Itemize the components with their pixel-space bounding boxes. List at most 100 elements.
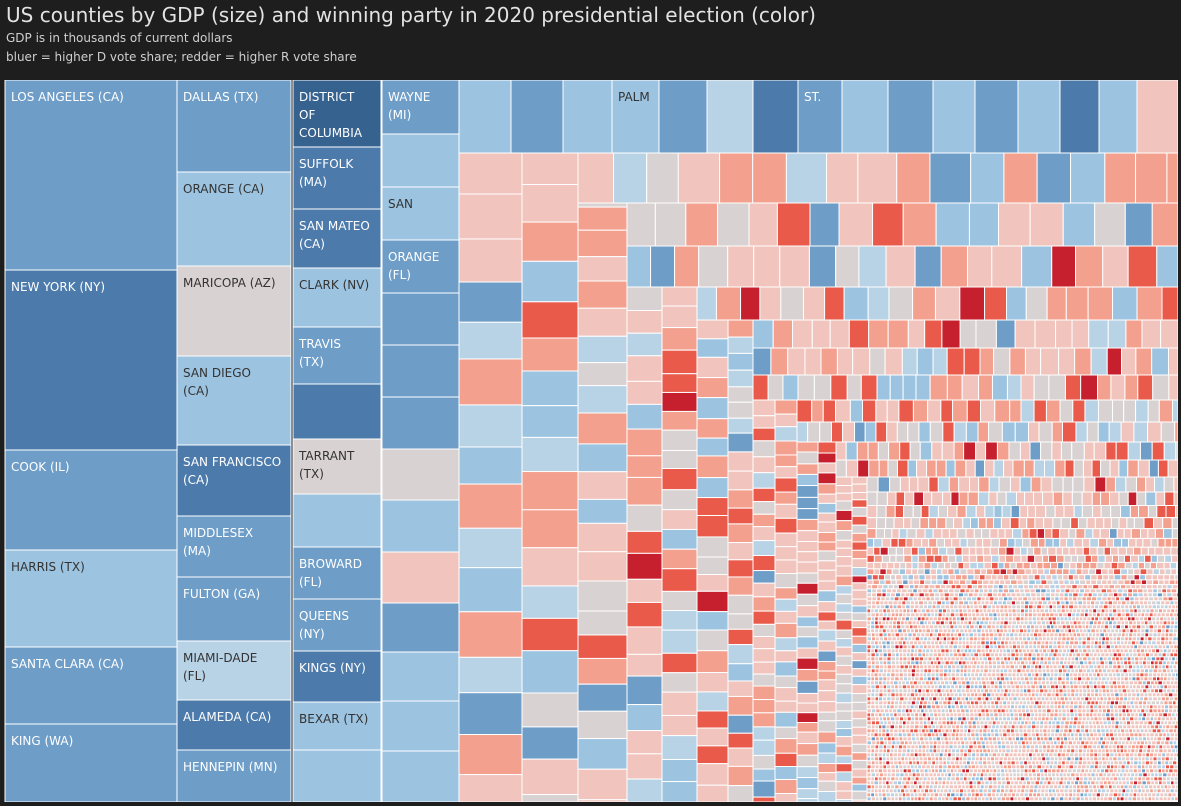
county-cell <box>941 554 949 563</box>
county-cell <box>920 632 926 638</box>
county-cell <box>577 610 628 636</box>
county-cell <box>866 696 872 702</box>
county-cell <box>1049 584 1056 590</box>
county-cell <box>895 772 901 778</box>
county-cell <box>1164 491 1175 506</box>
county-cell <box>992 628 997 634</box>
county-cell <box>1050 708 1056 714</box>
county-cell <box>881 672 887 678</box>
county-cell <box>1065 708 1071 714</box>
county-cell <box>1019 676 1025 682</box>
county-cell <box>967 720 973 726</box>
county-cell <box>1042 628 1048 634</box>
county-cell <box>988 421 1003 443</box>
county-cell <box>1127 660 1132 666</box>
county-cell <box>774 517 798 534</box>
county-cell <box>972 592 979 598</box>
county-cell <box>1077 604 1083 610</box>
county-cell <box>1112 672 1117 678</box>
county-cell <box>1014 724 1020 730</box>
county-cell <box>1139 728 1145 734</box>
county-cell <box>626 355 663 382</box>
county-cell <box>1135 620 1142 626</box>
county-cell <box>752 596 776 612</box>
county-cell <box>1057 732 1064 738</box>
county-cell <box>1077 554 1086 563</box>
county-cell <box>1064 608 1070 614</box>
county-cell <box>953 568 961 576</box>
county-cell <box>950 628 956 634</box>
county-cell <box>1053 700 1059 706</box>
county-cell <box>968 636 975 642</box>
county-cell <box>1098 688 1103 694</box>
county-cell <box>1022 732 1029 738</box>
county-cell <box>1051 660 1056 666</box>
county-cell <box>1028 752 1033 758</box>
county-cell <box>829 319 850 349</box>
county-cell <box>796 551 819 563</box>
county-cell <box>982 748 988 754</box>
county-cell <box>1054 584 1061 590</box>
county-cell <box>915 632 922 638</box>
county-cell <box>1078 756 1084 762</box>
county-cell <box>1010 692 1016 698</box>
county-cell <box>1095 720 1100 726</box>
county-cell <box>866 728 872 734</box>
county-cell <box>1050 592 1056 598</box>
county-cell <box>1093 676 1099 682</box>
county-cell <box>1000 664 1007 670</box>
county-cell <box>907 632 913 638</box>
county-cell <box>1110 668 1116 674</box>
county-cell <box>993 728 1000 734</box>
county-cell <box>1112 286 1138 321</box>
county-cell <box>1145 574 1153 581</box>
county-cell <box>1031 768 1037 774</box>
county-cell <box>890 764 896 770</box>
county-cell <box>1090 579 1098 586</box>
county-cell <box>976 708 982 714</box>
county-cell <box>577 738 628 770</box>
county-cell <box>1163 708 1169 714</box>
county-cell <box>1149 760 1154 766</box>
county-cell <box>292 650 382 703</box>
county-cell <box>792 319 813 349</box>
county-cell <box>1161 624 1167 630</box>
county-cell <box>1009 664 1016 670</box>
county-cell <box>1033 708 1039 714</box>
county-cell <box>1007 688 1013 694</box>
county-cell <box>1043 616 1049 622</box>
county-cell <box>1025 708 1030 714</box>
county-cell <box>870 724 876 730</box>
county-cell <box>998 624 1004 630</box>
county-cell <box>1118 720 1124 726</box>
county-cell <box>796 561 819 574</box>
county-cell <box>967 616 973 622</box>
county-cell <box>1104 636 1110 642</box>
county-cell <box>661 327 698 351</box>
county-cell <box>886 612 892 618</box>
county-cell <box>900 592 906 598</box>
county-cell <box>1160 612 1166 618</box>
county-cell <box>1146 700 1152 706</box>
county-cell <box>879 546 889 556</box>
county-cell <box>1112 612 1118 618</box>
county-cell <box>870 728 876 734</box>
county-cell <box>752 347 772 376</box>
county-cell <box>1041 756 1047 762</box>
county-cell <box>1070 744 1076 750</box>
county-cell <box>951 616 957 622</box>
county-cell <box>1022 537 1031 548</box>
county-cell <box>992 588 999 594</box>
county-cell <box>1120 672 1126 678</box>
county-cell <box>917 568 925 576</box>
county-cell <box>1016 660 1021 666</box>
county-cell <box>1066 660 1072 666</box>
county-cell <box>1081 692 1088 698</box>
county-cell <box>923 592 930 598</box>
county-cell <box>719 152 754 204</box>
county-cell <box>1158 579 1165 586</box>
county-cell <box>959 656 965 662</box>
county-cell <box>942 628 948 634</box>
county-cell <box>1065 700 1071 706</box>
county-cell <box>1047 616 1053 622</box>
